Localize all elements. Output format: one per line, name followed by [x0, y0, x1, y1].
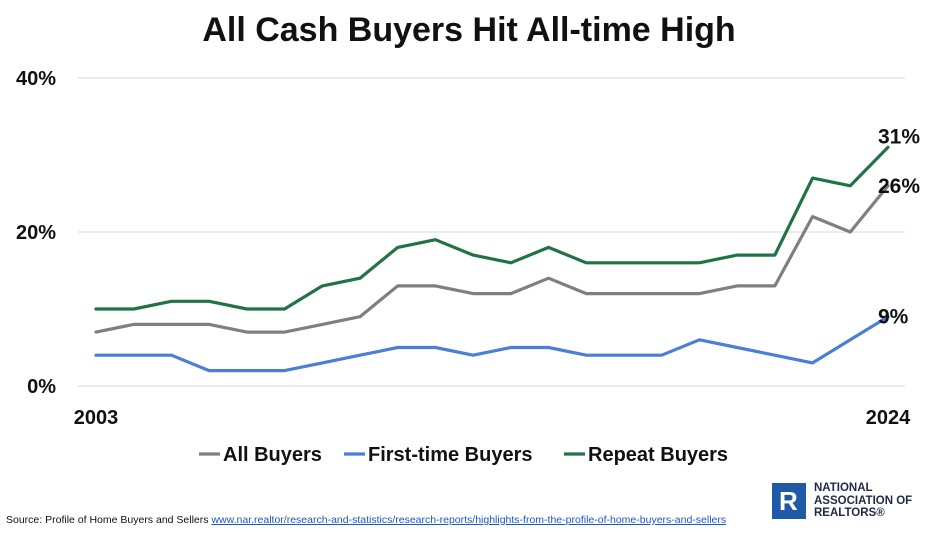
source-note: Source: Profile of Home Buyers and Selle… [6, 514, 726, 526]
logo-line-1: NATIONAL [814, 482, 873, 494]
legend-label: Repeat Buyers [588, 444, 728, 466]
series-line-all-buyers [94, 184, 890, 334]
end-data-label: 26% [878, 175, 920, 198]
series-line-first-time-buyers [94, 315, 890, 373]
source-link[interactable]: www.nar.realtor/research-and-statistics/… [211, 514, 727, 526]
gridlines [78, 77, 905, 387]
y-axis-ticks: 0% 20% 40% [16, 68, 56, 398]
y-tick-label: 0% [27, 376, 56, 398]
nar-logo: R NATIONAL ASSOCIATION OF REALTORS® [772, 481, 934, 521]
x-tick-label: 2024 [866, 407, 911, 429]
legend: All Buyers First-time Buyers Repeat Buyers [199, 444, 728, 466]
y-tick-label: 20% [16, 222, 56, 244]
end-data-label: 9% [878, 306, 909, 329]
logo-line-3: REALTORS® [814, 507, 885, 519]
legend-label: All Buyers [223, 444, 322, 466]
x-axis-ticks: 2003 2024 [74, 407, 911, 429]
logo-wordmark: NATIONAL ASSOCIATION OF REALTORS® [814, 482, 912, 520]
realtor-r-icon: R [772, 483, 806, 519]
source-prefix: Source: Profile of Home Buyers and Selle… [6, 514, 212, 526]
x-tick-label: 2003 [74, 407, 119, 429]
end-labels: 26% 9% 31% [878, 125, 920, 328]
end-data-label: 31% [878, 125, 920, 148]
logo-line-2: ASSOCIATION OF [814, 494, 913, 507]
series-lines [94, 145, 890, 373]
legend-label: First-time Buyers [368, 444, 533, 466]
series-line-repeat-buyers [94, 145, 890, 311]
y-tick-label: 40% [16, 68, 56, 90]
chart-title: All Cash Buyers Hit All-time High [202, 11, 735, 49]
